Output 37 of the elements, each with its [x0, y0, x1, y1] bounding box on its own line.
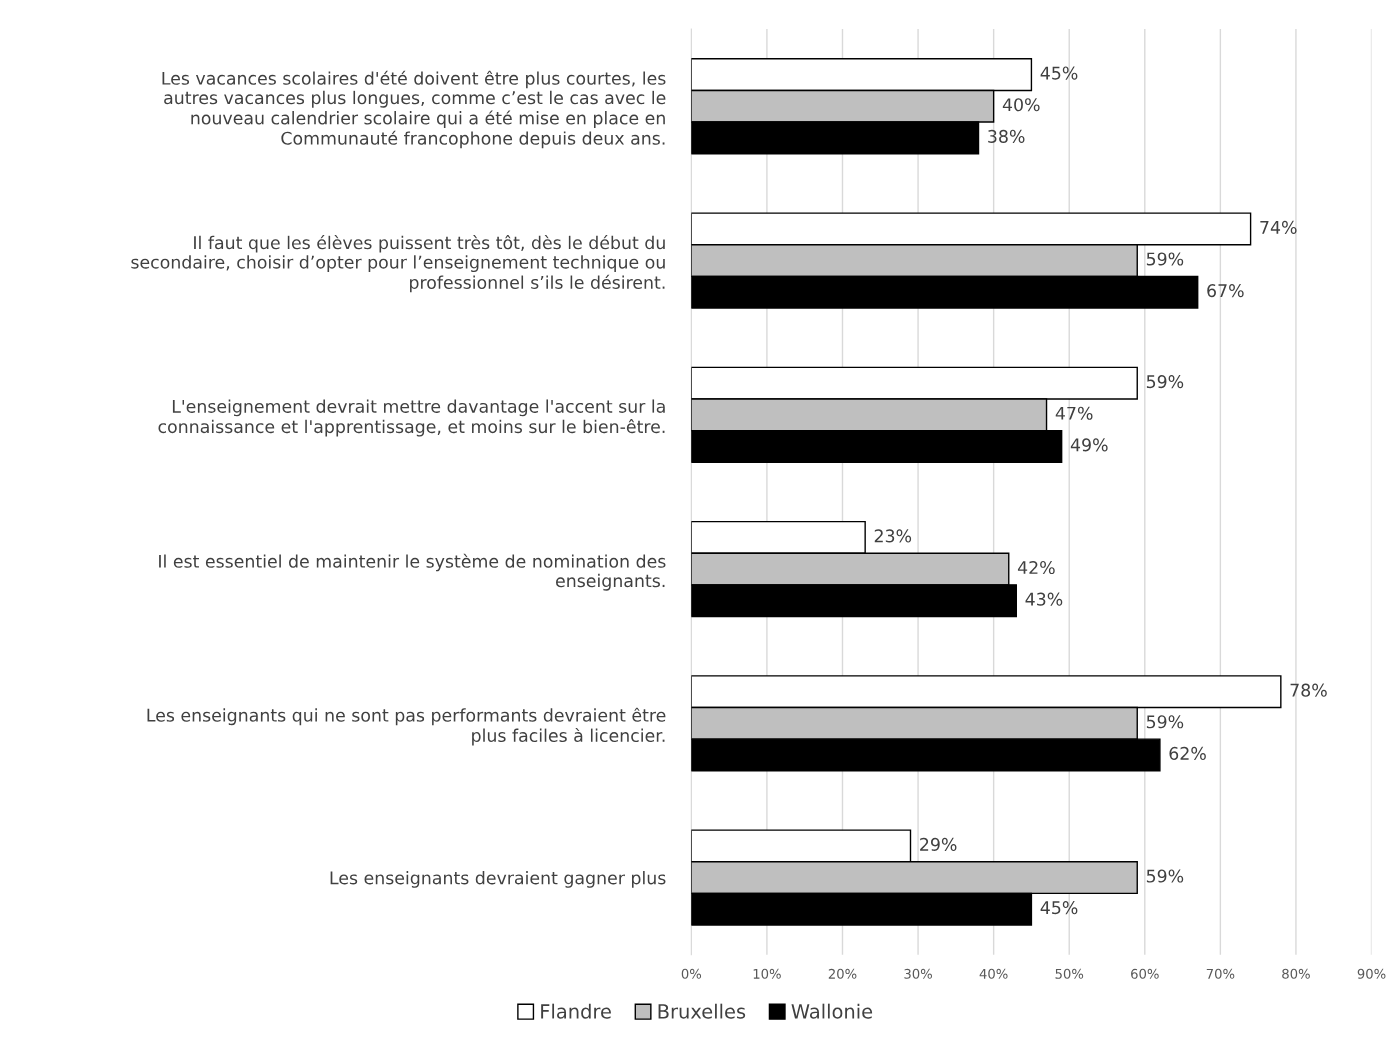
data-label: 38% [988, 129, 1025, 143]
data-label: 59% [1146, 252, 1184, 266]
data-label: 67% [1207, 284, 1244, 298]
data-label: 23% [874, 529, 912, 543]
data-label: 59% [1146, 375, 1184, 389]
x-tick-label: 60% [1131, 968, 1159, 979]
data-label: 74% [1260, 220, 1297, 234]
data-label: 40% [1002, 98, 1040, 112]
legend-label: Flandre [541, 1003, 611, 1019]
data-label: 42% [1017, 560, 1055, 575]
y-tick-label: Les enseignants qui ne sont pas performants devraient être plus faciles à licencier. [147, 707, 666, 746]
x-tick-label: 30% [904, 968, 932, 979]
x-tick-label: 90% [1357, 968, 1386, 979]
x-tick-label: 50% [1055, 968, 1084, 979]
data-label: 43% [1025, 592, 1063, 606]
y-tick-label: Il est essentiel de maintenir le système de nomination des enseignants. [159, 553, 666, 591]
y-tick-label: Les vacances scolaires d'été doivent être plus courtes, les autres vacances plus longues, comme c’est le cas avec le nouveau calendrier scolaire qui a été mise en place en Communauté francophone depuis deux ans. [162, 70, 666, 149]
data-label: 62% [1169, 746, 1206, 760]
data-label: 78% [1290, 683, 1327, 697]
data-label: 59% [1146, 715, 1184, 729]
x-tick-label: 70% [1206, 968, 1235, 979]
y-tick-label: L'enseignement devrait mettre davantage l'accent sur la connaissance et l'apprentissage, et moins sur le bien-être. [158, 399, 665, 437]
legend-label: Bruxelles [658, 1003, 746, 1019]
data-label: 45% [1040, 901, 1078, 915]
x-tick-label: 40% [979, 968, 1008, 979]
data-label: 47% [1055, 406, 1093, 420]
x-tick-label: 0% [681, 968, 702, 979]
data-label: 49% [1070, 438, 1108, 452]
y-tick-label: Il faut que les élèves puissent très tôt, dès le début du secondaire, choisir d’opter pour l’enseignement technique ou professionnel s’ils le désirent. [131, 235, 665, 293]
data-label: 59% [1146, 869, 1184, 883]
data-label: 45% [1040, 66, 1078, 80]
legend-label: Wallonie [791, 1003, 873, 1019]
x-tick-label: 10% [753, 968, 781, 979]
x-tick-label: 80% [1282, 968, 1310, 979]
data-label: 29% [920, 837, 957, 851]
y-tick-label: Les enseignants devraient gagner plus [330, 870, 666, 888]
x-tick-label: 20% [828, 968, 857, 979]
